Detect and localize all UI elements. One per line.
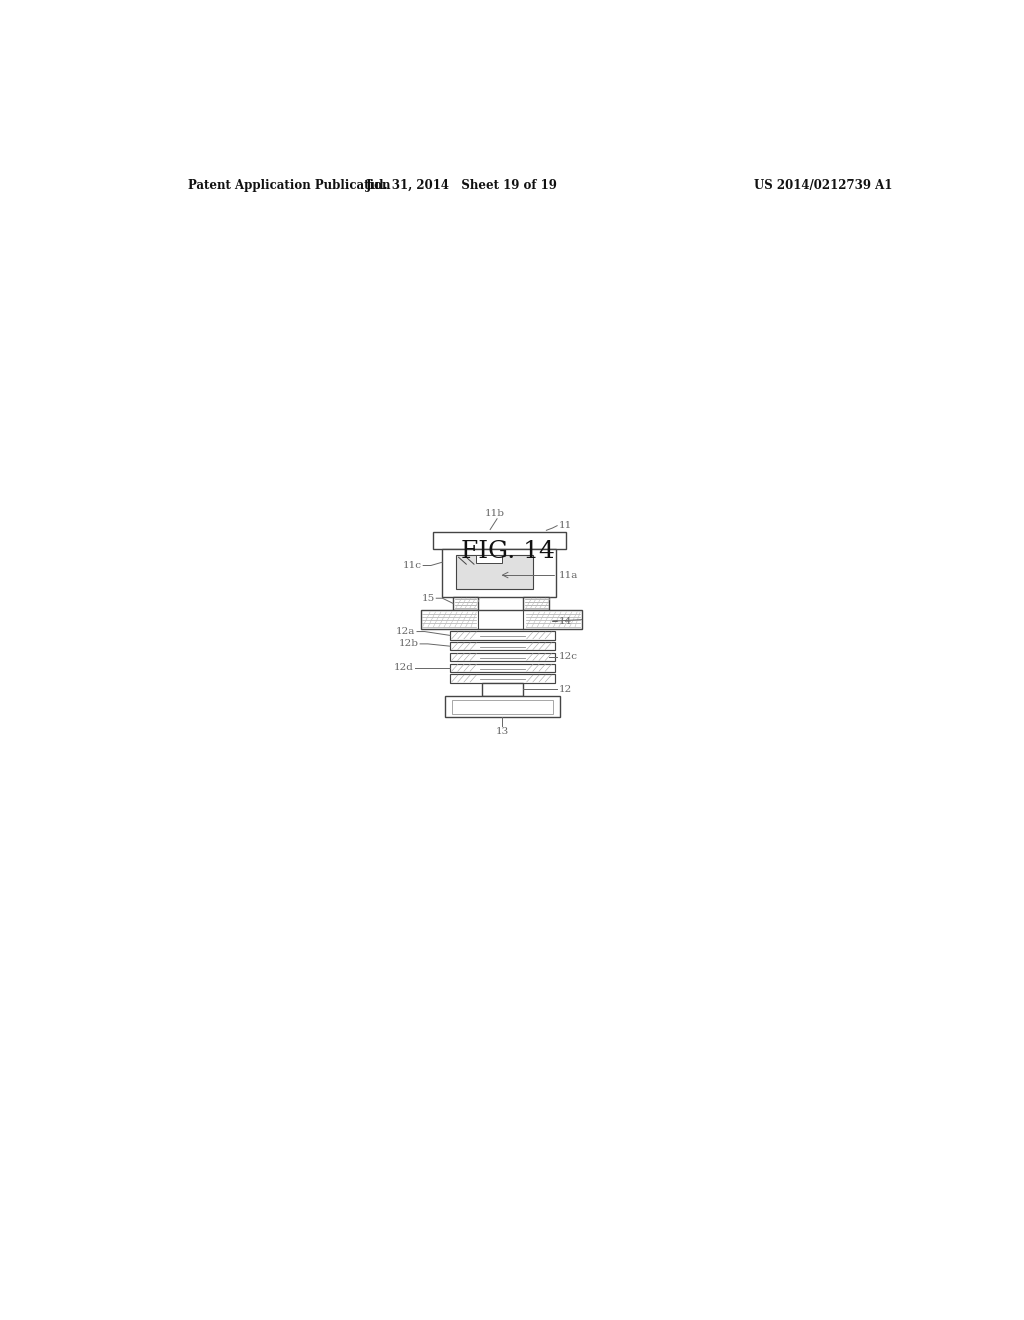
Bar	[451, 642, 555, 651]
Text: FIG. 14: FIG. 14	[461, 540, 555, 562]
Text: 12c: 12c	[559, 652, 578, 661]
Bar	[451, 653, 555, 661]
Text: 11a: 11a	[559, 570, 579, 579]
Text: 11b: 11b	[484, 510, 505, 517]
Text: 13: 13	[496, 726, 509, 735]
Bar	[433, 532, 566, 549]
Bar	[442, 549, 556, 597]
Text: 12b: 12b	[398, 639, 419, 648]
Bar	[454, 597, 478, 610]
Text: Patent Application Publication: Patent Application Publication	[188, 178, 391, 191]
Bar	[451, 664, 555, 672]
Bar	[475, 554, 503, 562]
Bar	[457, 554, 534, 589]
Text: US 2014/0212739 A1: US 2014/0212739 A1	[755, 178, 893, 191]
Bar	[481, 682, 523, 696]
Bar	[451, 675, 555, 682]
Text: 12d: 12d	[394, 663, 414, 672]
Bar	[451, 631, 555, 640]
Text: Jul. 31, 2014   Sheet 19 of 19: Jul. 31, 2014 Sheet 19 of 19	[366, 178, 558, 191]
Text: 14: 14	[559, 616, 572, 626]
Text: 12: 12	[559, 685, 572, 694]
Text: 11c: 11c	[402, 561, 422, 570]
Bar	[421, 610, 582, 628]
Text: 12a: 12a	[396, 627, 416, 636]
Text: 15: 15	[422, 594, 435, 603]
Bar	[444, 696, 560, 718]
Bar	[523, 597, 550, 610]
Text: 11: 11	[559, 521, 572, 531]
Bar	[453, 700, 553, 714]
